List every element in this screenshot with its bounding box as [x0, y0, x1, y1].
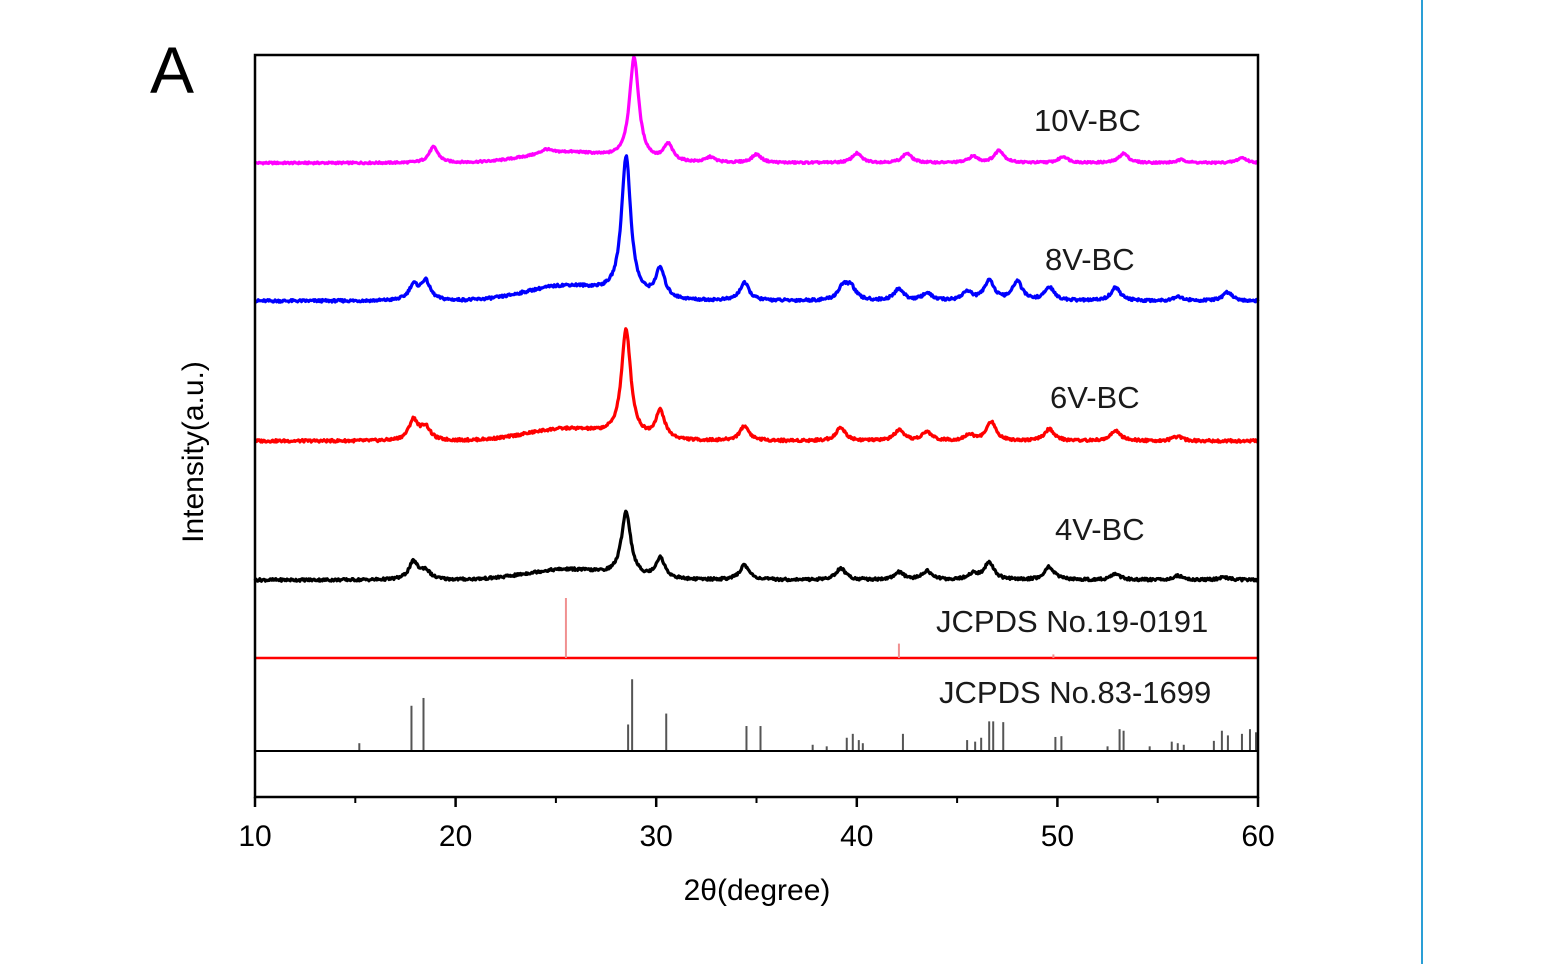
reference-label-1: JCPDS No.19-0191: [936, 604, 1208, 639]
panel-label: A: [150, 33, 194, 107]
series-label-6v-bc: 6V-BC: [1050, 380, 1140, 415]
x-tick-label: 50: [1041, 820, 1074, 853]
series-line-6v-bc: [254, 327, 1259, 444]
series-line-8v-bc: [254, 154, 1260, 304]
series-label-4v-bc: 4V-BC: [1055, 512, 1145, 547]
y-axis-title: Intensity(a.u.): [177, 361, 210, 543]
x-tick-label: 30: [640, 820, 673, 853]
series-label-10v-bc: 10V-BC: [1034, 103, 1141, 138]
x-tick-label: 20: [439, 820, 472, 853]
series-line-4v-bc: [253, 509, 1260, 583]
x-axis: 10 20 30 40 50 60: [238, 797, 1275, 853]
series-line-10v-bc: [253, 55, 1260, 166]
label-layer: 10V-BC 8V-BC 6V-BC 4V-BC JCPDS No.19-0191 JCP…: [936, 103, 1211, 710]
x-tick-label: 10: [238, 820, 271, 853]
series-label-8v-bc: 8V-BC: [1045, 242, 1135, 277]
x-tick-label: 40: [840, 820, 873, 853]
x-axis-title: 2θ(degree): [684, 874, 831, 907]
x-tick-label: 60: [1241, 820, 1274, 853]
reference-label-2: JCPDS No.83-1699: [939, 675, 1211, 710]
series-layer: [253, 55, 1260, 583]
